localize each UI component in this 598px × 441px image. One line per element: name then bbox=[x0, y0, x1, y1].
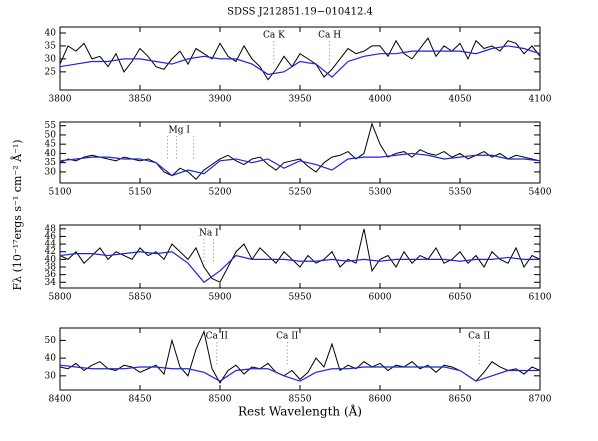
y-axis-label: Fλ (10⁻¹⁷ergs s⁻¹ cm⁻² Å⁻¹) bbox=[10, 139, 24, 290]
line-label: Mg I bbox=[169, 126, 191, 136]
x-tick-label: 4100 bbox=[529, 95, 552, 105]
x-tick-label: 3850 bbox=[129, 95, 152, 105]
spectrum-line bbox=[59, 251, 540, 284]
y-tick-label: 48 bbox=[45, 224, 57, 234]
y-tick-label: 40 bbox=[45, 28, 57, 38]
chart-title: SDSS J212851.19−010412.4 bbox=[227, 7, 373, 18]
y-tick-label: 30 bbox=[45, 371, 57, 381]
plot-frame bbox=[59, 224, 541, 289]
x-tick-label: 8600 bbox=[369, 395, 392, 405]
y-tick-label: 55 bbox=[45, 121, 57, 131]
x-axis-label: Rest Wavelength (Å) bbox=[238, 404, 362, 419]
x-tick-label: 8400 bbox=[49, 395, 72, 405]
y-tick-label: 36 bbox=[45, 270, 57, 280]
plot-frame bbox=[59, 121, 541, 184]
x-tick-label: 6050 bbox=[449, 293, 472, 303]
x-tick-label: 8550 bbox=[289, 395, 312, 405]
x-tick-label: 5950 bbox=[289, 293, 312, 303]
line-label: Na I bbox=[199, 229, 219, 239]
x-tick-label: 3950 bbox=[289, 95, 312, 105]
x-tick-label: 8500 bbox=[209, 395, 232, 405]
x-tick-label: 5200 bbox=[209, 188, 232, 198]
x-tick-label: 4050 bbox=[449, 95, 472, 105]
x-tick-label: 8450 bbox=[129, 395, 152, 405]
x-tick-label: 3800 bbox=[49, 95, 72, 105]
x-tick-label: 6000 bbox=[369, 293, 392, 303]
x-tick-label: 5150 bbox=[129, 188, 152, 198]
y-tick-label: 44 bbox=[45, 240, 57, 250]
spectrum-line bbox=[59, 152, 541, 177]
y-tick-label: 30 bbox=[45, 167, 57, 177]
y-tick-label: 42 bbox=[45, 247, 56, 257]
y-tick-label: 50 bbox=[45, 336, 57, 346]
y-tick-label: 45 bbox=[45, 140, 57, 150]
line-label: Ca II bbox=[276, 332, 299, 342]
spectrum-line bbox=[59, 228, 541, 283]
line-label: Ca II bbox=[206, 332, 229, 342]
y-tick-label: 46 bbox=[45, 232, 57, 242]
x-tick-label: 5850 bbox=[129, 293, 152, 303]
y-tick-label: 35 bbox=[45, 158, 57, 168]
x-tick-label: 3900 bbox=[209, 95, 232, 105]
x-tick-label: 8700 bbox=[529, 395, 552, 405]
line-label: Ca K bbox=[263, 31, 285, 41]
x-tick-label: 5350 bbox=[449, 188, 472, 198]
line-label: Ca H bbox=[318, 31, 341, 41]
x-tick-label: 5100 bbox=[49, 188, 72, 198]
line-label: Ca II bbox=[468, 332, 491, 342]
x-tick-label: 8650 bbox=[449, 395, 472, 405]
spectrum-line bbox=[59, 364, 540, 382]
x-tick-label: 5800 bbox=[49, 293, 72, 303]
spectrum-line bbox=[59, 122, 541, 181]
y-tick-label: 35 bbox=[45, 41, 57, 51]
y-tick-label: 40 bbox=[45, 354, 57, 364]
y-tick-label: 40 bbox=[45, 255, 57, 265]
x-tick-label: 5900 bbox=[209, 293, 232, 303]
x-tick-label: 5250 bbox=[289, 188, 312, 198]
y-tick-label: 40 bbox=[45, 149, 57, 159]
x-tick-label: 5300 bbox=[369, 188, 392, 198]
spectrum-line bbox=[59, 45, 541, 78]
y-tick-label: 50 bbox=[45, 130, 57, 140]
y-tick-label: 34 bbox=[45, 278, 57, 288]
x-tick-label: 4000 bbox=[369, 95, 392, 105]
x-tick-label: 6100 bbox=[529, 293, 552, 303]
y-tick-label: 38 bbox=[45, 263, 57, 273]
y-tick-label: 30 bbox=[45, 54, 57, 64]
y-tick-label: 25 bbox=[45, 67, 57, 77]
spectrum-line bbox=[59, 37, 541, 81]
x-tick-label: 5400 bbox=[529, 188, 552, 198]
